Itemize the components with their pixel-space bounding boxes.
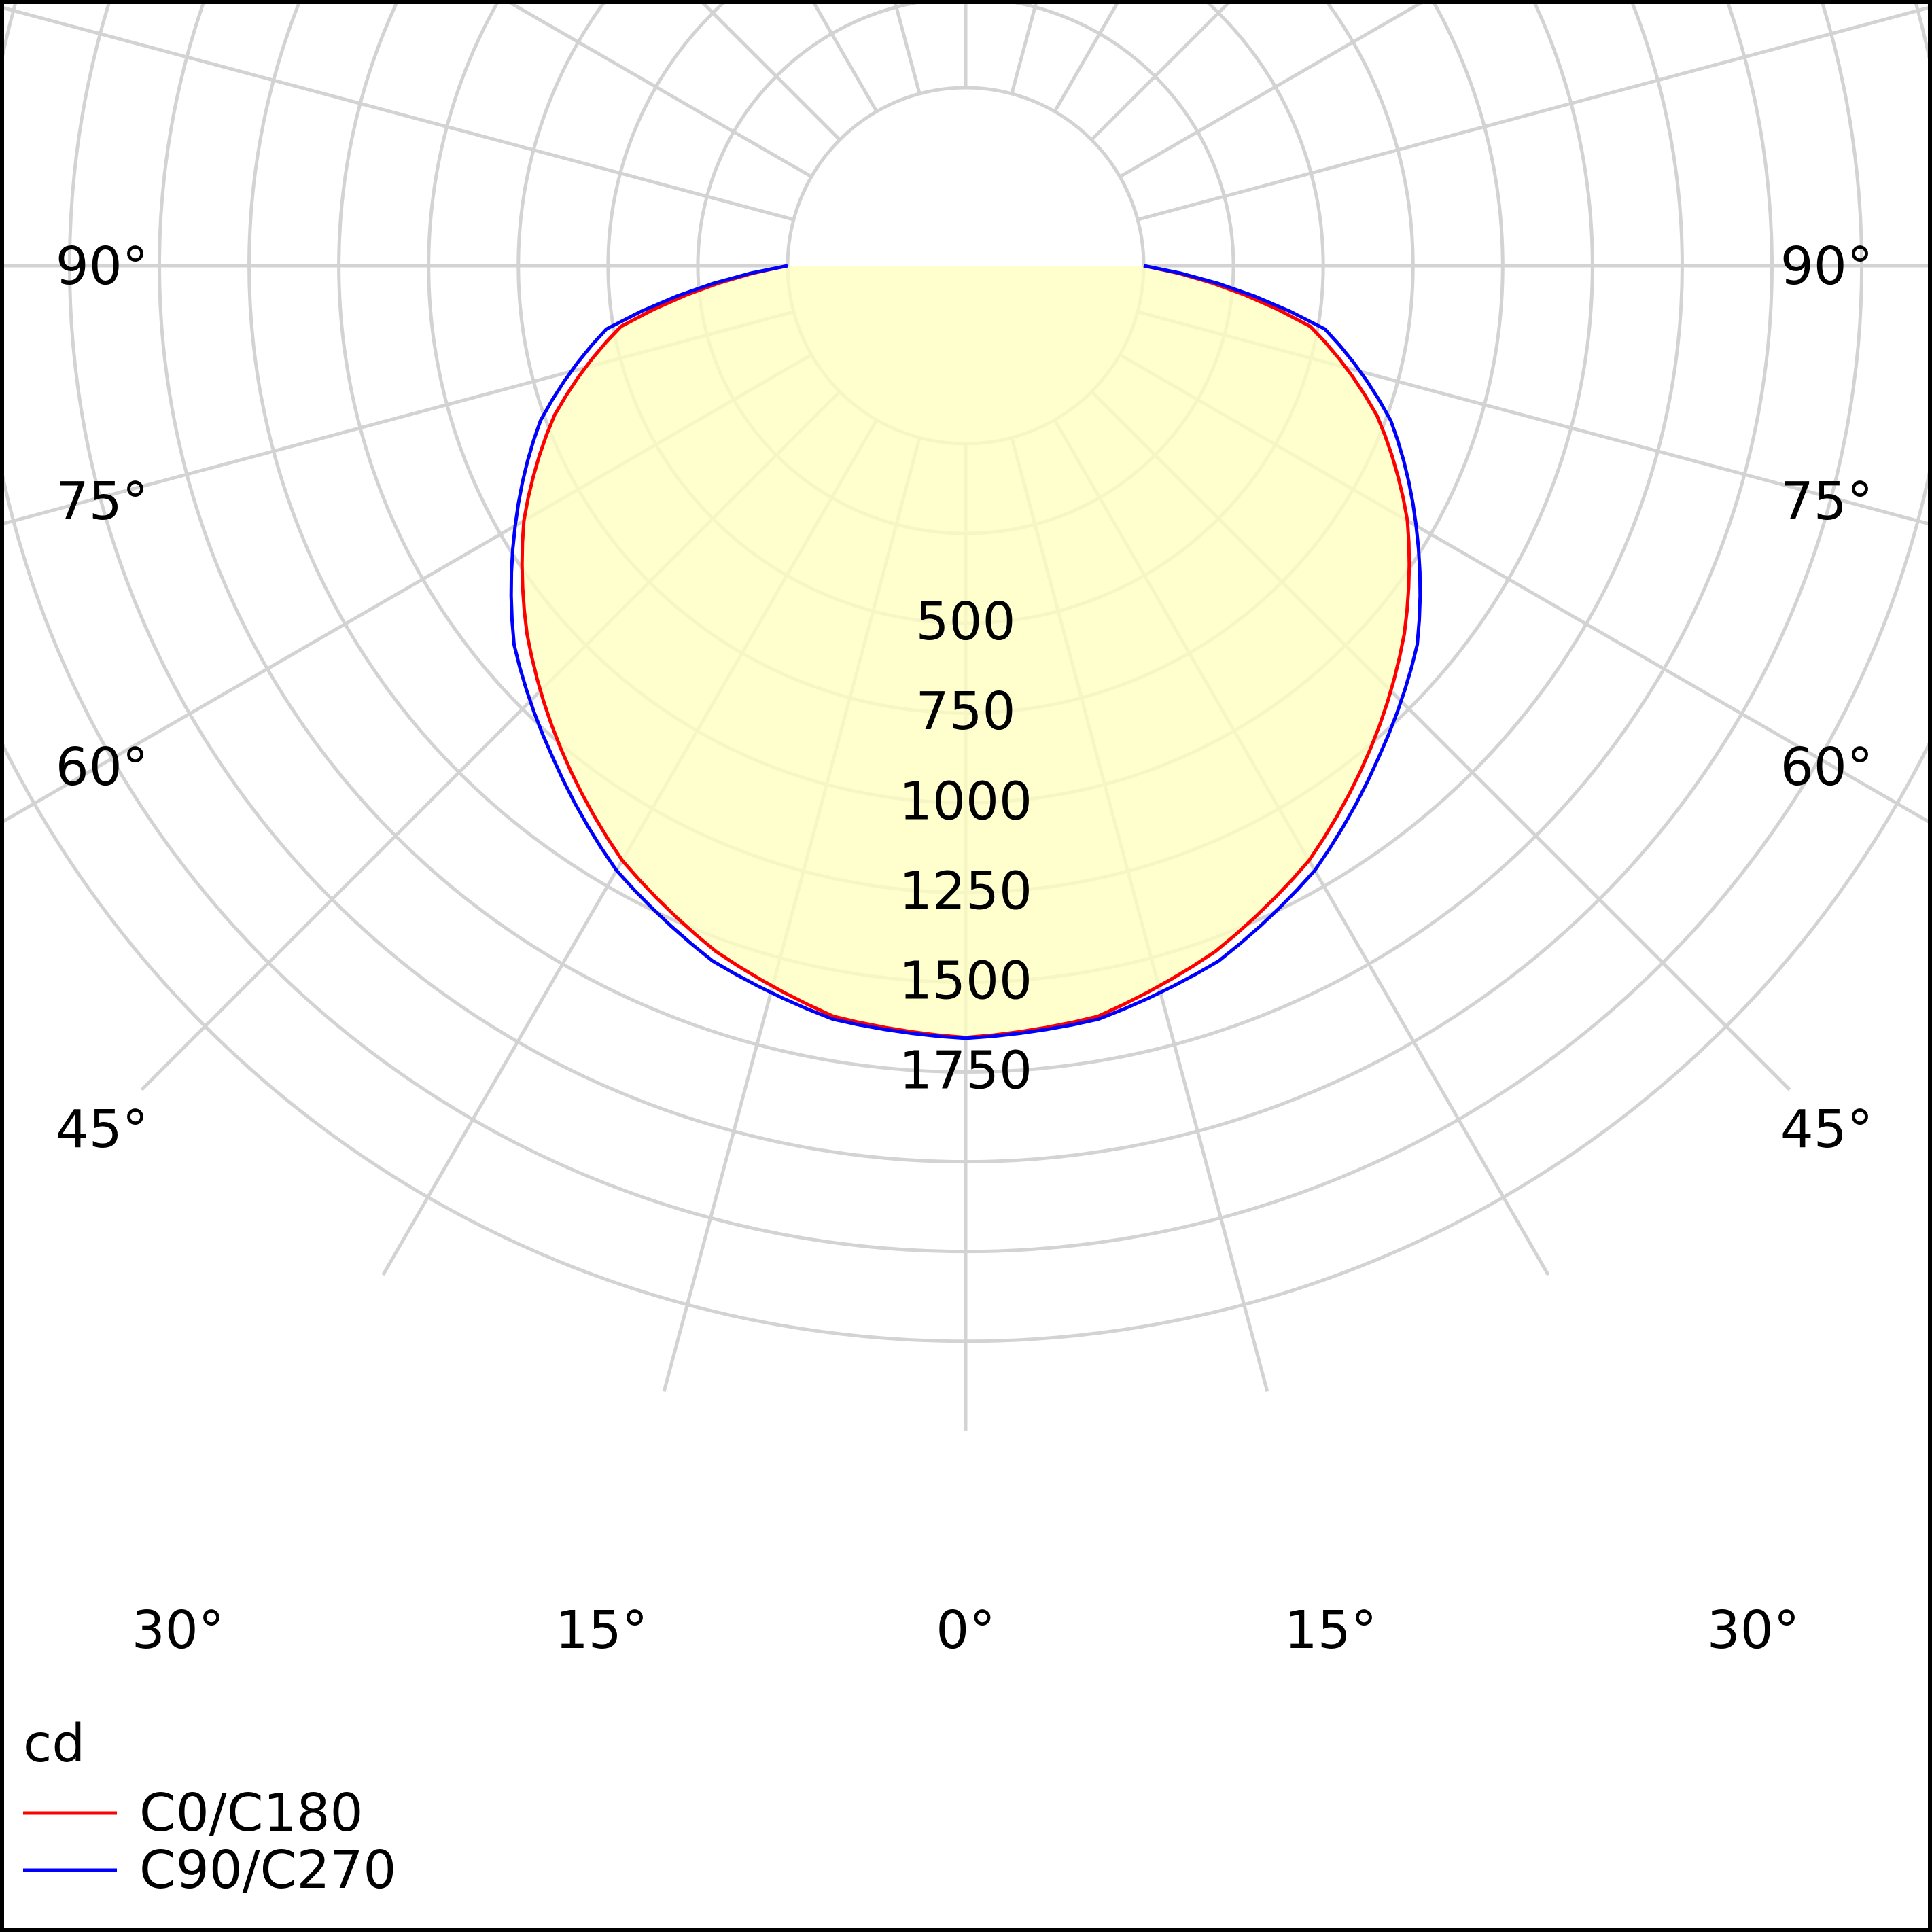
angle-label-bottom: 30° <box>132 1600 224 1661</box>
grid-spoke <box>1119 4 1422 179</box>
angle-label-right: 45° <box>1780 1100 1873 1160</box>
angle-label-right: 75° <box>1780 472 1873 532</box>
grid-circle <box>4 4 1928 1253</box>
grid-circle <box>158 4 1774 1074</box>
legend-label: C0/C180 <box>139 1783 363 1844</box>
radial-tick-label: 1250 <box>899 861 1032 921</box>
radial-tick-label: 1750 <box>899 1041 1032 1102</box>
radial-tick-label: 750 <box>916 682 1016 742</box>
angle-label-right: 90° <box>1780 236 1873 297</box>
grid-spoke <box>701 4 841 141</box>
angle-label-bottom: 30° <box>1707 1600 1799 1661</box>
angle-label-bottom: 15° <box>555 1600 648 1661</box>
angle-label-bottom: 0° <box>936 1600 996 1661</box>
angle-label-right: 60° <box>1780 737 1873 798</box>
radial-tick-label: 1500 <box>899 951 1032 1011</box>
grid-spoke <box>4 6 794 222</box>
legend-label: C90/C270 <box>139 1840 396 1901</box>
radial-tick-label: 500 <box>916 592 1016 652</box>
angle-label-left: 45° <box>56 1100 148 1160</box>
angle-label-bottom: 15° <box>1284 1600 1377 1661</box>
grid-spoke <box>509 4 813 179</box>
grid-spoke <box>1090 4 1230 141</box>
angle-label-left: 90° <box>56 236 148 297</box>
radial-tick-label: 1000 <box>899 771 1032 832</box>
unit-label: cd <box>23 1714 85 1774</box>
angle-label-left: 75° <box>56 472 148 532</box>
grid-circle <box>4 742 1928 1343</box>
series-line-c90-c270 <box>509 264 1422 1040</box>
angle-label-left: 60° <box>56 737 148 798</box>
grid-spoke <box>1137 5 1928 222</box>
plot-area: 500 750 1000 1250 1500 1750 90° 75° 60° 45° 90° 75°… <box>4 4 1928 1661</box>
grid-circle <box>68 4 1863 1163</box>
intensity-fill-area <box>522 266 1409 1038</box>
